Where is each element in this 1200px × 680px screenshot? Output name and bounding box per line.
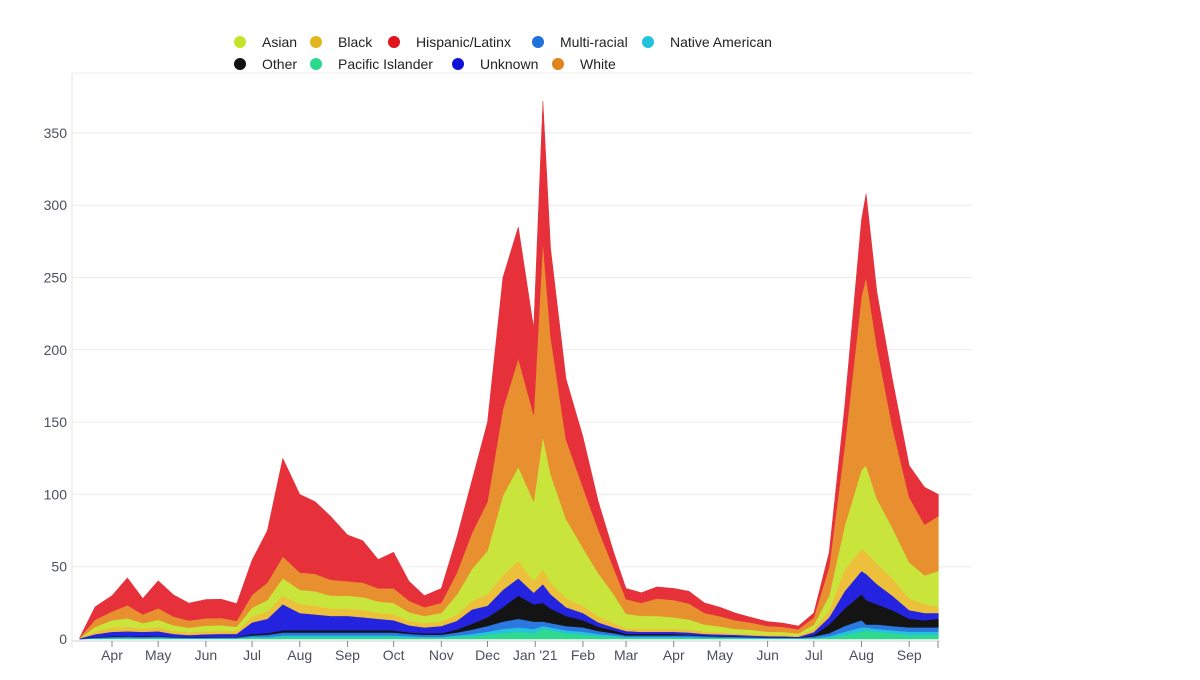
legend-label: Hispanic/Latinx — [416, 34, 511, 50]
y-tick-label: 200 — [44, 342, 68, 358]
x-axis: Apr May Jun Jul Aug Sep Oct Nov Dec Jan '21 Feb Mar… — [71, 640, 940, 663]
x-tick-label: Aug — [849, 647, 874, 663]
legend-item-asian[interactable]: Asian — [234, 34, 297, 50]
y-tick-label: 0 — [59, 631, 67, 647]
x-tick-label: Jun — [756, 647, 779, 663]
y-tick-label: 300 — [44, 197, 68, 213]
x-tick-label: Mar — [614, 647, 638, 663]
x-tick-label: Jul — [805, 647, 823, 663]
x-tick-label: Apr — [663, 647, 685, 663]
x-tick-label: May — [707, 647, 733, 663]
legend: Asian Black Hispanic/Latinx Multi-racial Nat… — [234, 34, 772, 72]
legend-item-hispanic-latinx[interactable]: Hispanic/Latinx — [388, 34, 511, 50]
legend-dot-icon — [452, 58, 464, 70]
legend-item-other[interactable]: Other — [234, 56, 297, 72]
x-tick-label: Dec — [475, 647, 500, 663]
y-tick-label: 100 — [44, 486, 68, 502]
area-hispanic-latinx[interactable] — [79, 101, 939, 638]
x-tick-label: Jun — [195, 647, 218, 663]
x-tick-label: Jul — [243, 647, 261, 663]
x-tick-label: May — [145, 647, 171, 663]
y-tick-label: 50 — [51, 559, 67, 575]
y-tick-label: 350 — [44, 125, 68, 141]
x-tick-label: Feb — [571, 647, 595, 663]
legend-label: Pacific Islander — [338, 56, 433, 72]
x-tick-label: Apr — [101, 647, 123, 663]
y-axis: 0 50 100 150 200 250 300 350 — [44, 73, 73, 648]
x-tick-label: Jan '21 — [513, 647, 558, 663]
y-tick-label: 250 — [44, 270, 68, 286]
x-tick-label: Nov — [429, 647, 454, 663]
legend-dot-icon — [234, 36, 246, 48]
legend-dot-icon — [642, 36, 654, 48]
legend-label: Black — [338, 34, 373, 50]
x-tick-label: Oct — [383, 647, 405, 663]
x-tick-label: Aug — [287, 647, 312, 663]
area-layers — [79, 101, 939, 640]
legend-dot-icon — [234, 58, 246, 70]
legend-label: White — [580, 56, 616, 72]
legend-dot-icon — [552, 58, 564, 70]
legend-dot-icon — [310, 36, 322, 48]
legend-dot-icon — [532, 36, 544, 48]
x-tick-label: Sep — [335, 647, 360, 663]
y-tick-label: 150 — [44, 414, 68, 430]
legend-label: Asian — [262, 34, 297, 50]
x-tick-label: Sep — [897, 647, 922, 663]
legend-item-black[interactable]: Black — [310, 34, 373, 50]
legend-label: Unknown — [480, 56, 538, 72]
legend-item-multi-racial[interactable]: Multi-racial — [532, 34, 628, 50]
legend-item-pacific-islander[interactable]: Pacific Islander — [310, 56, 433, 72]
legend-item-native-american[interactable]: Native American — [642, 34, 772, 50]
legend-label: Native American — [670, 34, 772, 50]
legend-dot-icon — [388, 36, 400, 48]
legend-item-white[interactable]: White — [552, 56, 616, 72]
legend-label: Other — [262, 56, 297, 72]
legend-item-unknown[interactable]: Unknown — [452, 56, 538, 72]
legend-label: Multi-racial — [560, 34, 628, 50]
legend-dot-icon — [310, 58, 322, 70]
